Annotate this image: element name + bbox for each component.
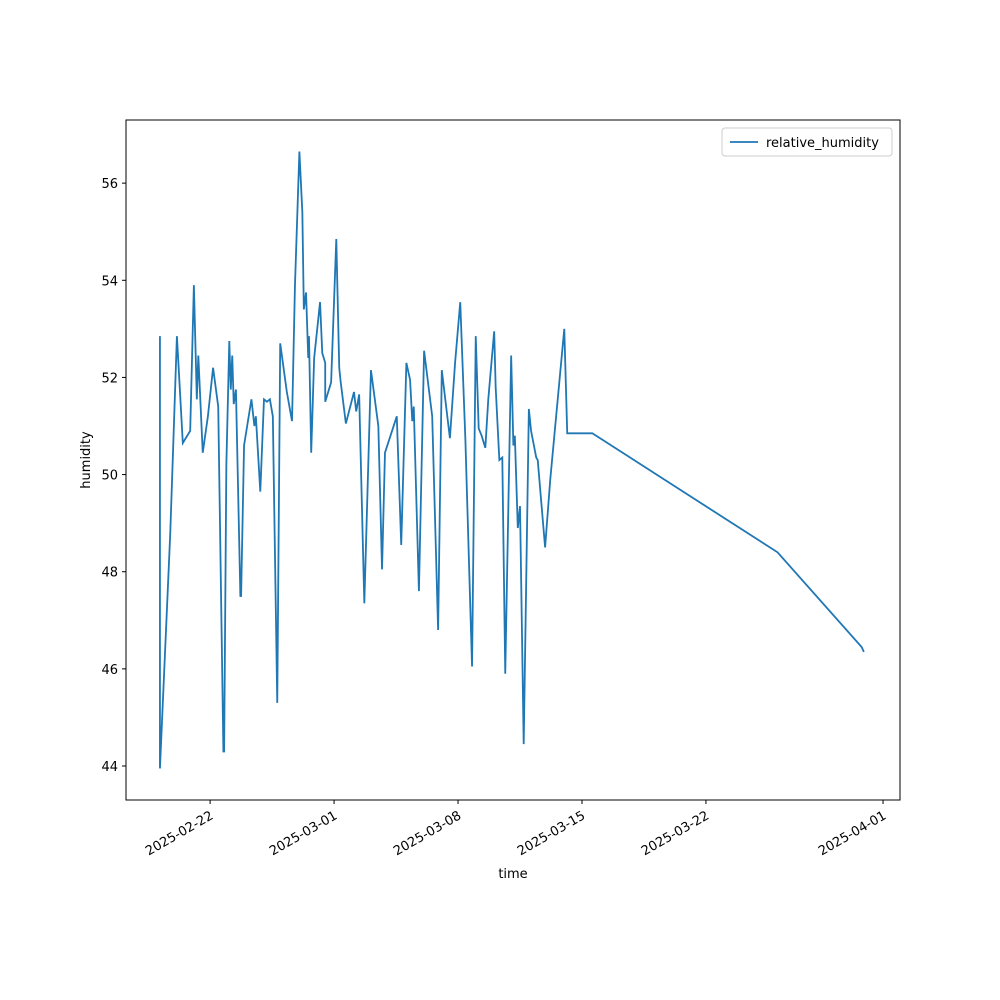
axes-frame <box>125 119 901 801</box>
legend-label: relative_humidity <box>766 136 879 151</box>
y-tick-label: 44 <box>101 760 118 775</box>
y-axis-label: humidity <box>79 431 94 489</box>
y-tick-label: 54 <box>101 274 118 289</box>
y-tick-label: 56 <box>101 177 118 192</box>
legend-box <box>721 127 893 157</box>
y-tick-label: 46 <box>101 663 118 678</box>
x-axis-label: time <box>498 867 527 882</box>
y-tick-label: 50 <box>101 469 118 484</box>
y-tick-label: 52 <box>101 371 118 386</box>
y-tick-label: 48 <box>101 566 118 581</box>
line <box>159 151 865 769</box>
legend: relative_humidity <box>721 127 893 157</box>
